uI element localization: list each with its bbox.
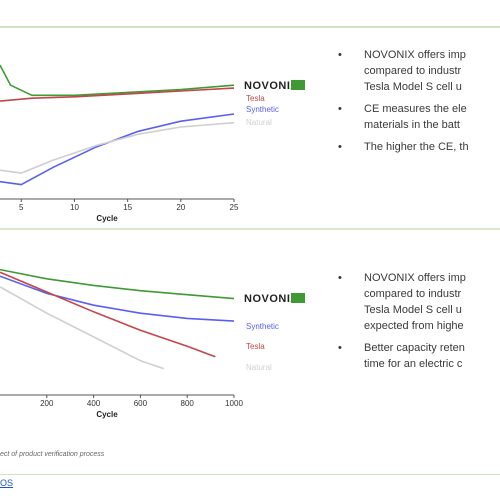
x-tick-label: 5 [19,203,24,212]
series-line-natural [0,121,235,174]
capacity-chart: 200 400 600 800 1000 Cycle NOVONIX Synthetic Tes… [0,268,305,419]
x-tick-label: 600 [134,399,148,408]
x-tick-label: 25 [230,203,239,212]
top-divider [0,26,500,28]
bullet-item: • CE measures the ele materials in the ba… [338,103,467,131]
novonix-logo-mark [291,293,305,303]
bullets-top: • NOVONIX offers imp compared to industr … [338,47,500,161]
x-tick-label: 800 [181,399,195,408]
x-tick-label: 400 [87,399,101,408]
footnote: ect of product verification process [0,451,105,458]
x-axis-label: Cycle [96,214,118,223]
series-line-natural [0,286,165,370]
legend-label-novonix: NOVONIX [244,293,298,305]
bottom-divider [0,474,500,475]
series-line-synthetic [0,113,235,186]
series-line-tesla [0,87,235,102]
legend-label-novonix: NOVONIX [244,80,298,92]
bullet-item: • NOVONIX offers imp compared to industr … [338,272,466,332]
bullet-item: • The higher the CE, th [338,141,469,153]
x-axis-label: Cycle [96,410,118,419]
x-tick-label: 20 [176,203,185,212]
bullet-item: • Better capacity reten time for an elect… [338,342,465,370]
ce-chart: 5 10 15 20 25 Cycle NOVONIX Tesla Synthetic Natur… [0,64,305,223]
plot-area: 5 10 15 20 25 Cycle NOVONIX Tesla Synthetic Natur… [0,64,305,223]
x-tick-label: 15 [123,203,132,212]
plot-area: 200 400 600 800 1000 Cycle NOVONIX Synthetic Tes… [0,268,305,419]
legend-label-synthetic: Synthetic [246,105,279,114]
bullet-item: • NOVONIX offers imp compared to industr … [338,49,466,93]
x-tick-label: 200 [40,399,54,408]
series-line-novonix [0,268,235,300]
x-tick-label: 10 [70,203,79,212]
x-tick-label: 1000 [225,399,243,408]
footer-link[interactable]: OS [0,478,14,488]
legend-label-natural: Natural [246,118,272,127]
legend-label-tesla: Tesla [246,342,265,351]
legend-label-synthetic: Synthetic [246,322,279,331]
bullets-bottom: • NOVONIX offers imp compared to industr … [338,270,500,378]
series-line-synthetic [0,275,235,322]
novonix-logo-mark [291,80,305,90]
series-line-tesla [0,271,216,358]
legend-label-tesla: Tesla [246,94,265,103]
legend-label-natural: Natural [246,363,272,372]
middle-divider [0,228,500,230]
series-line-novonix [0,64,235,97]
